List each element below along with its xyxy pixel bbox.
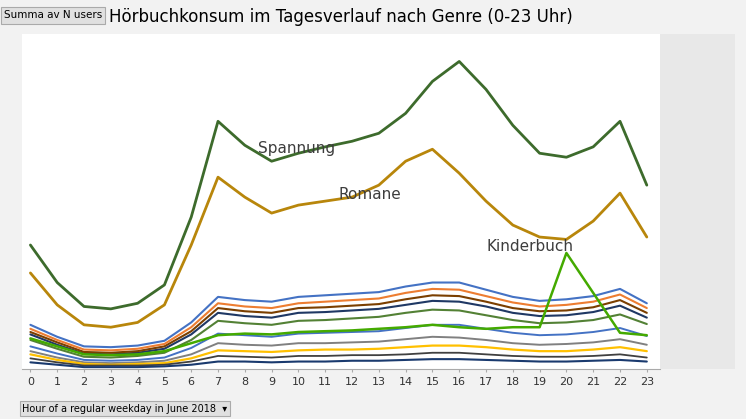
Title: Hörbuchkonsum im Tagesverlauf nach Genre (0-23 Uhr): Hörbuchkonsum im Tagesverlauf nach Genre… bbox=[110, 8, 573, 26]
Text: Spannung: Spannung bbox=[258, 141, 336, 156]
Text: Summa av N users: Summa av N users bbox=[4, 10, 102, 21]
Text: Kinderbuch: Kinderbuch bbox=[486, 238, 573, 253]
Text: Romane: Romane bbox=[339, 187, 401, 202]
Text: Hour of a regular weekday in June 2018  ▾: Hour of a regular weekday in June 2018 ▾ bbox=[22, 403, 228, 414]
